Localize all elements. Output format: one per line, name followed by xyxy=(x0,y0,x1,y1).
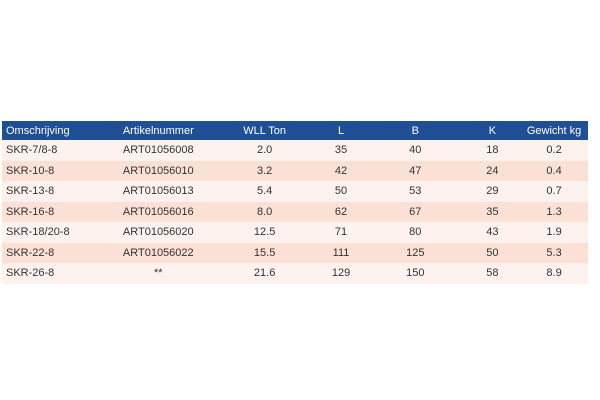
header-omschrijving: Omschrijving xyxy=(2,121,104,140)
cell-k: 18 xyxy=(464,140,521,161)
header-k: K xyxy=(464,121,521,140)
cell-b: 53 xyxy=(365,181,465,202)
cell-k: 43 xyxy=(464,222,521,243)
header-wll-ton: WLL Ton xyxy=(213,121,317,140)
cell-wll-ton: 21.6 xyxy=(213,263,317,284)
cell-b: 150 xyxy=(365,263,465,284)
cell-artikelnummer: ART01056022 xyxy=(103,242,214,263)
cell-omschrijving: SKR-7/8-8 xyxy=(2,140,104,161)
cell-omschrijving: SKR-10-8 xyxy=(2,160,104,181)
table-row: SKR-18/20-8 ART01056020 12.5 71 80 43 1.… xyxy=(2,222,588,243)
cell-omschrijving: SKR-26-8 xyxy=(2,263,104,284)
cell-k: 35 xyxy=(464,201,521,222)
cell-l: 42 xyxy=(316,160,366,181)
cell-wll-ton: 12.5 xyxy=(213,222,317,243)
cell-l: 50 xyxy=(316,181,366,202)
cell-artikelnummer: ART01056020 xyxy=(103,222,214,243)
cell-b: 40 xyxy=(365,140,465,161)
cell-k: 50 xyxy=(464,242,521,263)
cell-b: 67 xyxy=(365,201,465,222)
cell-wll-ton: 2.0 xyxy=(213,140,317,161)
header-artikelnummer: Artikelnummer xyxy=(103,121,214,140)
cell-l: 71 xyxy=(316,222,366,243)
cell-wll-ton: 15.5 xyxy=(213,242,317,263)
cell-k: 58 xyxy=(464,263,521,284)
cell-b: 47 xyxy=(365,160,465,181)
header-l: L xyxy=(316,121,366,140)
table-row: SKR-13-8 ART01056013 5.4 50 53 29 0.7 xyxy=(2,181,588,202)
cell-l: 129 xyxy=(316,263,366,284)
cell-artikelnummer: ART01056008 xyxy=(103,140,214,161)
cell-omschrijving: SKR-22-8 xyxy=(2,242,104,263)
cell-gewicht-kg: 0.4 xyxy=(520,160,588,181)
cell-artikelnummer: ART01056013 xyxy=(103,181,214,202)
cell-b: 80 xyxy=(365,222,465,243)
header-b: B xyxy=(365,121,465,140)
cell-wll-ton: 8.0 xyxy=(213,201,317,222)
cell-l: 62 xyxy=(316,201,366,222)
cell-omschrijving: SKR-16-8 xyxy=(2,201,104,222)
table-row: SKR-22-8 ART01056022 15.5 111 125 50 5.3 xyxy=(2,242,588,263)
cell-wll-ton: 3.2 xyxy=(213,160,317,181)
table-row: SKR-16-8 ART01056016 8.0 62 67 35 1.3 xyxy=(2,201,588,222)
cell-wll-ton: 5.4 xyxy=(213,181,317,202)
cell-gewicht-kg: 5.3 xyxy=(520,242,588,263)
cell-k: 24 xyxy=(464,160,521,181)
cell-omschrijving: SKR-18/20-8 xyxy=(2,222,104,243)
table-row: SKR-26-8 ** 21.6 129 150 58 8.9 xyxy=(2,263,588,284)
cell-gewicht-kg: 0.2 xyxy=(520,140,588,161)
table-row: SKR-7/8-8 ART01056008 2.0 35 40 18 0.2 xyxy=(2,140,588,161)
cell-k: 29 xyxy=(464,181,521,202)
cell-gewicht-kg: 0.7 xyxy=(520,181,588,202)
cell-artikelnummer: ART01056016 xyxy=(103,201,214,222)
cell-l: 111 xyxy=(316,242,366,263)
cell-artikelnummer: ** xyxy=(103,263,214,284)
table-row: SKR-10-8 ART01056010 3.2 42 47 24 0.4 xyxy=(2,160,588,181)
cell-artikelnummer: ART01056010 xyxy=(103,160,214,181)
cell-gewicht-kg: 1.3 xyxy=(520,201,588,222)
header-gewicht-kg: Gewicht kg xyxy=(520,121,588,140)
table-header-row: Omschrijving Artikelnummer WLL Ton L B K… xyxy=(2,121,588,140)
cell-b: 125 xyxy=(365,242,465,263)
cell-gewicht-kg: 1.9 xyxy=(520,222,588,243)
cell-omschrijving: SKR-13-8 xyxy=(2,181,104,202)
cell-gewicht-kg: 8.9 xyxy=(520,263,588,284)
cell-l: 35 xyxy=(316,140,366,161)
specification-table: Omschrijving Artikelnummer WLL Ton L B K… xyxy=(2,121,588,284)
